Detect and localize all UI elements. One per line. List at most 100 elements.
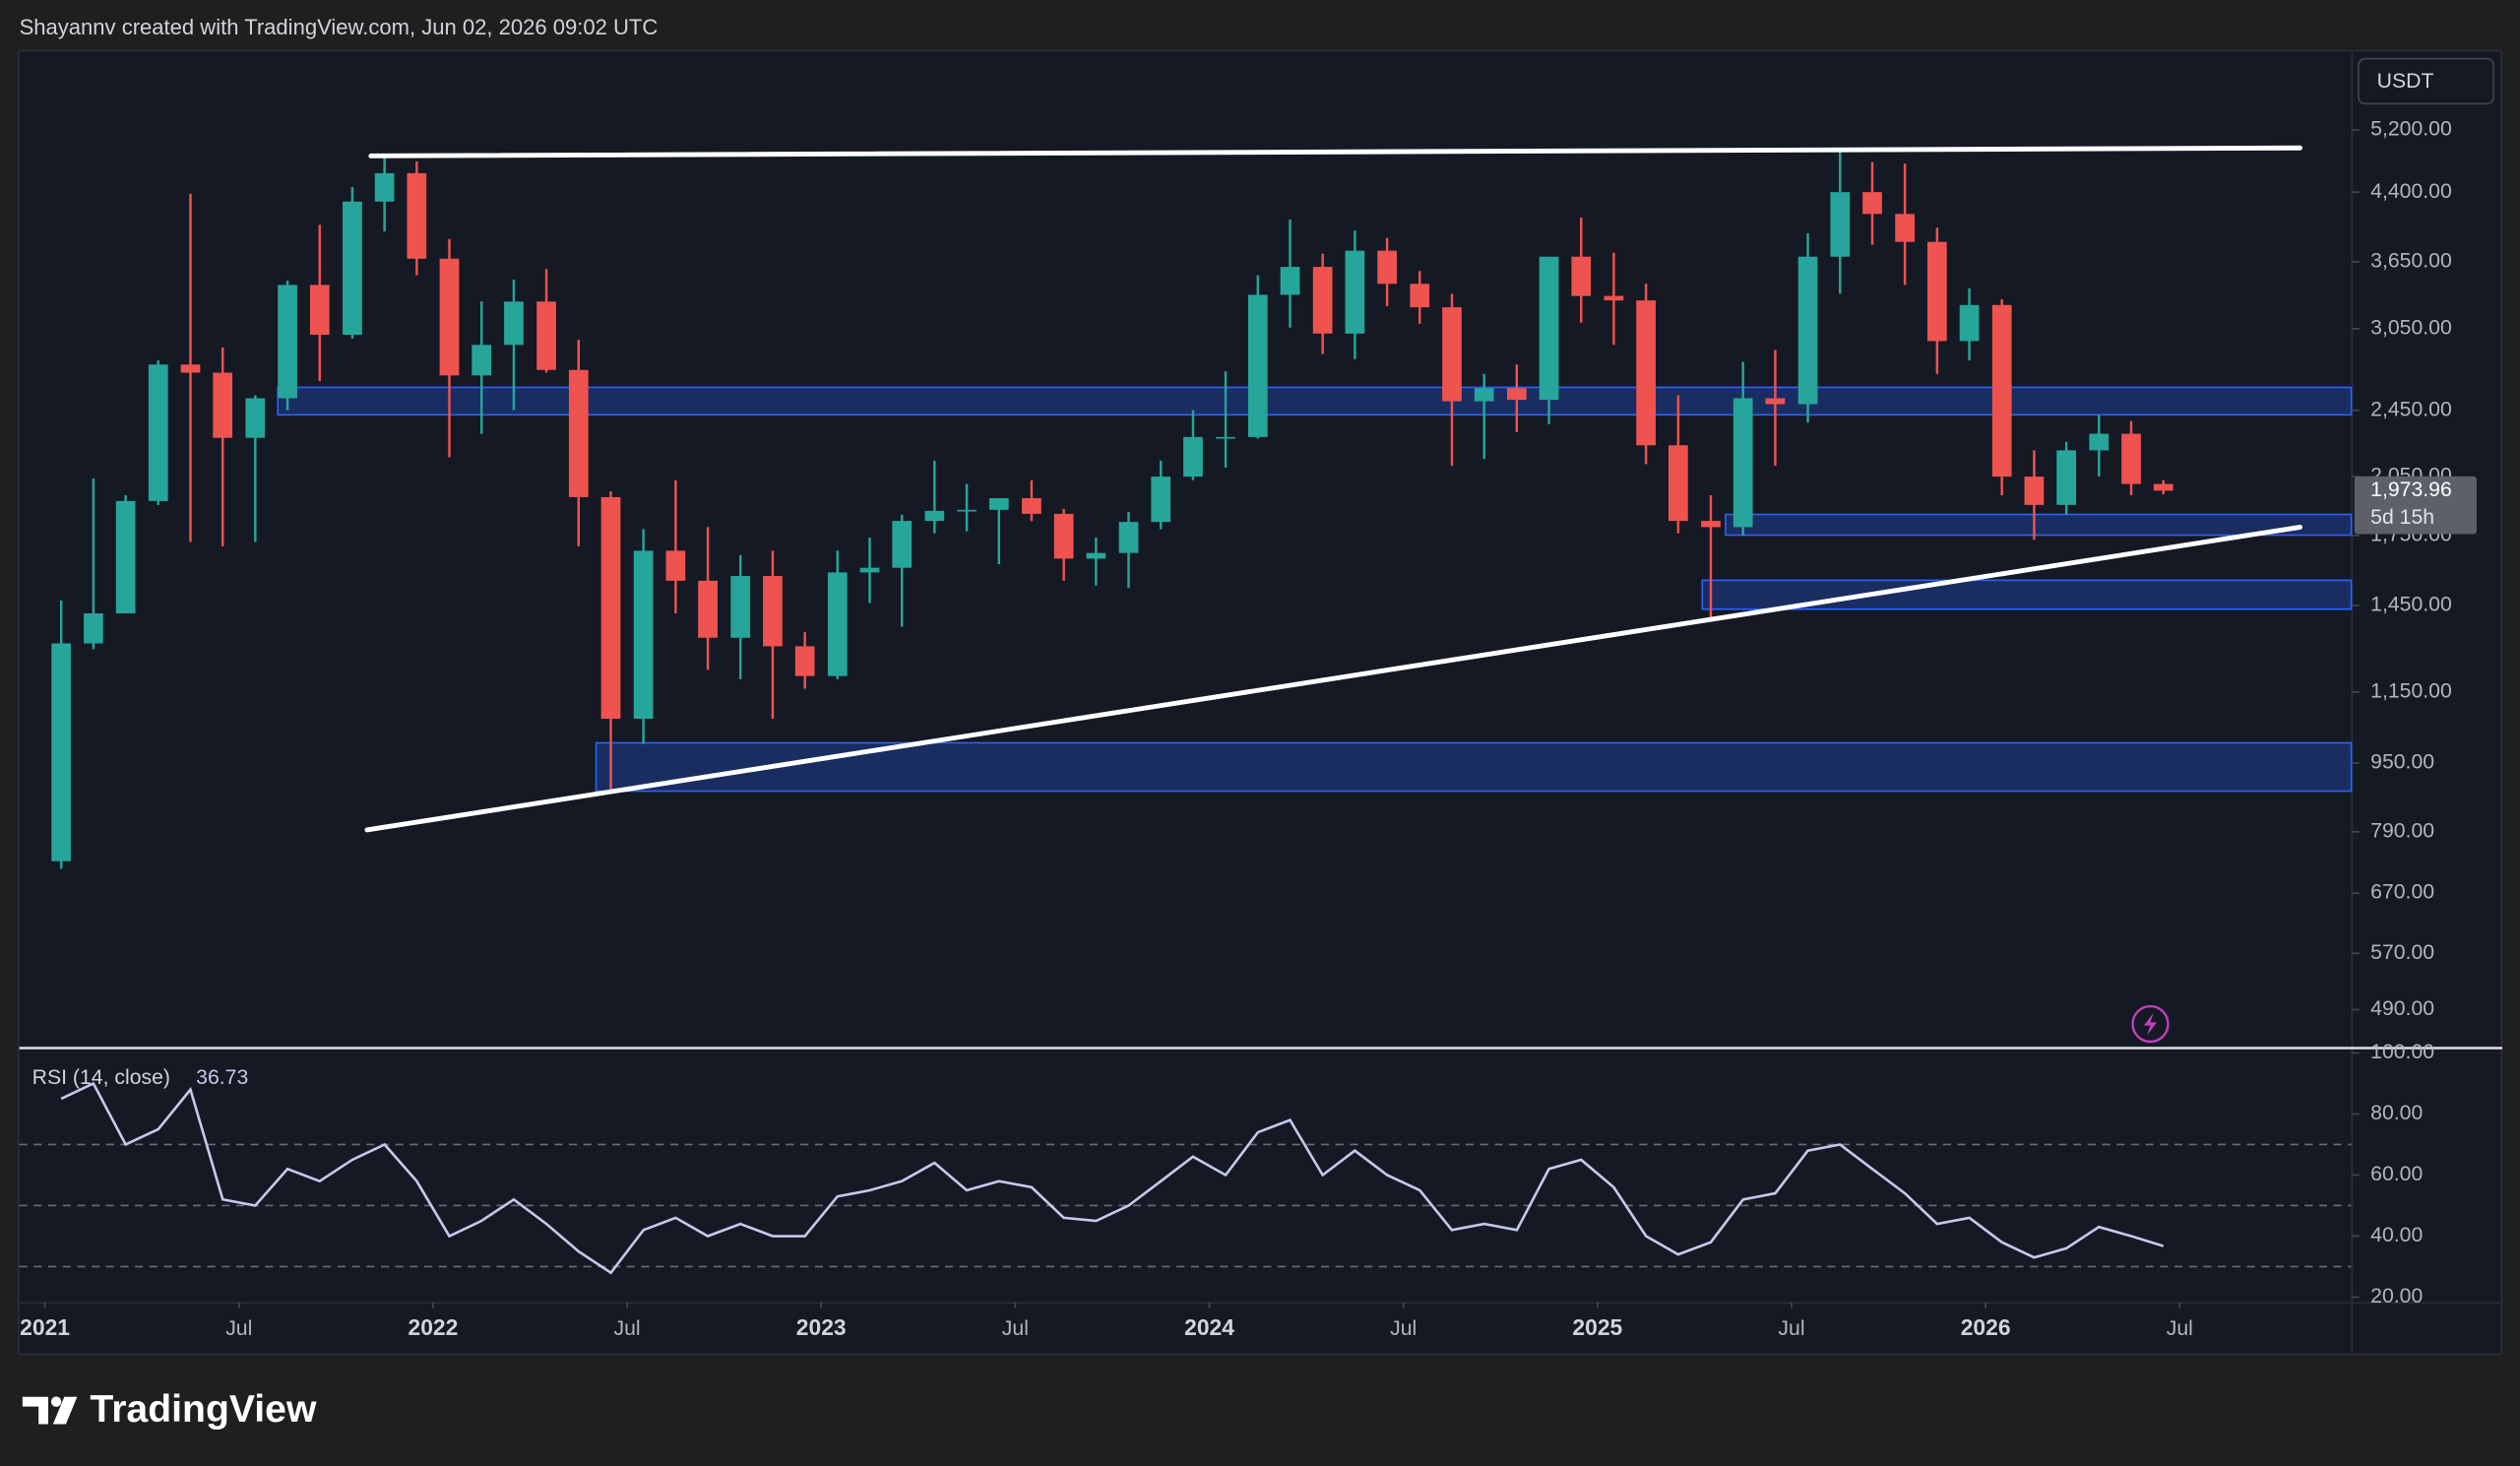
rsi-pane: 100.00 80.00 60.00 40.00 20.00 RSI (14, close… <box>19 1041 2434 1340</box>
candle-body <box>763 576 783 647</box>
x-tick-label: Jul <box>614 1317 641 1340</box>
candle-body <box>1604 295 1624 301</box>
candle-body <box>51 643 72 861</box>
x-tick-label: Jul <box>1390 1317 1417 1340</box>
legend-entry: RSI (14, close) <box>32 1066 170 1089</box>
x-tick-label: 2025 <box>1572 1314 1622 1340</box>
candle-body <box>1118 522 1139 553</box>
x-tick-label: 2023 <box>796 1314 847 1340</box>
footer-brand: TradingView <box>90 1388 317 1431</box>
rsi-line <box>60 1081 2165 1275</box>
candle-body <box>568 369 589 497</box>
y-tick-label: 570.00 <box>2370 941 2434 964</box>
support-zone <box>595 741 2353 793</box>
footer-logo <box>22 1396 78 1425</box>
trendlines <box>364 145 2302 833</box>
trendline <box>368 145 2302 159</box>
y-tick-label: 40.00 <box>2370 1224 2423 1246</box>
y-tick-label: 3,050.00 <box>2370 316 2452 339</box>
logo-part <box>50 1396 62 1407</box>
candle-body <box>374 172 395 202</box>
candle-body <box>1668 445 1688 522</box>
candle-body <box>472 345 492 376</box>
candle-body <box>2056 450 2077 505</box>
candle-body <box>1151 477 1171 523</box>
trendline <box>364 524 2302 833</box>
candle-body <box>1926 241 1947 342</box>
overlay: 1,973.96 5d 15h <box>2354 476 2477 535</box>
candle-body <box>1377 250 1397 285</box>
currency-button[interactable] <box>2358 57 2494 105</box>
countdown-label: 5d 15h <box>2370 506 2434 529</box>
last-price-label: 1,973.96 <box>2370 478 2452 501</box>
candle-body <box>504 301 524 346</box>
candle-body <box>1571 256 1592 296</box>
y-tick-label: 950.00 <box>2370 751 2434 774</box>
candle-body <box>892 521 913 568</box>
y-tick-label: 3,650.00 <box>2370 249 2452 272</box>
rsi-value: 36.73 <box>196 1066 248 1089</box>
axes: 5,200.00 4,400.00 3,650.00 3,050.00 2,450.00… <box>2351 118 2452 1020</box>
candle-body <box>1895 214 1915 242</box>
candle-body <box>278 285 297 399</box>
candle-body <box>84 613 103 644</box>
candle-body <box>2024 477 2045 505</box>
y-tick-label: 1,150.00 <box>2370 679 2452 702</box>
candle-body <box>213 372 233 438</box>
alert-bolt <box>2143 1012 2158 1036</box>
candle-body <box>957 509 976 512</box>
candle-body <box>1345 250 1365 334</box>
y-tick-label: 790.00 <box>2370 819 2434 842</box>
candle-body <box>1862 192 1882 215</box>
y-tick-label: 20.00 <box>2370 1285 2423 1307</box>
logo-part <box>22 1396 48 1425</box>
last-price-box <box>2354 476 2477 535</box>
candle-body <box>180 364 201 373</box>
candle-body <box>1474 388 1494 402</box>
candle-body <box>794 646 815 676</box>
y-tick-label: 5,200.00 <box>2370 118 2452 141</box>
candle-body <box>245 398 266 438</box>
candle-body <box>2089 433 2110 451</box>
candle-body <box>1701 521 1721 528</box>
candle-body <box>1312 267 1333 334</box>
candle-body <box>148 364 168 501</box>
candle-body <box>2153 483 2174 491</box>
y-tick-label: 80.00 <box>2370 1102 2423 1124</box>
candle-body <box>2121 433 2141 484</box>
candle-body <box>1765 398 1786 405</box>
candle-body <box>827 572 848 676</box>
y-tick-label: 2,450.00 <box>2370 398 2452 420</box>
candle-body <box>633 550 654 720</box>
y-tick-label: 490.00 <box>2370 997 2434 1020</box>
candle-body <box>1022 497 1041 514</box>
currency-label: USDT <box>2377 70 2434 93</box>
alert-icon[interactable] <box>2131 1004 2170 1044</box>
chart-area <box>17 49 2503 1356</box>
candle-body <box>1830 192 1851 257</box>
x-tick-label: 2026 <box>1961 1314 2011 1340</box>
candle-body <box>1732 398 1753 528</box>
x-tick-label: Jul <box>1778 1317 1804 1340</box>
candle-body <box>1991 304 2012 478</box>
candles <box>51 147 2174 869</box>
candle-body <box>1636 300 1656 446</box>
candle-body <box>600 496 621 720</box>
candle-body <box>1506 388 1527 401</box>
x-tick-label: 2021 <box>20 1314 70 1340</box>
candle-body <box>1797 256 1818 405</box>
y-tick-label: 4,400.00 <box>2370 180 2452 203</box>
candle-body <box>439 258 460 376</box>
candle-body <box>1086 552 1106 559</box>
candle-body <box>924 510 945 522</box>
candle-body <box>1410 284 1430 308</box>
y-tick-label: 1,450.00 <box>2370 594 2452 616</box>
candle-body <box>309 285 330 336</box>
candle-body <box>1280 267 1300 295</box>
y-tick-label: 670.00 <box>2370 881 2434 904</box>
candle-body <box>859 567 880 573</box>
y-tick-label: 60.00 <box>2370 1163 2423 1185</box>
x-tick-label: 2022 <box>409 1314 459 1340</box>
header: Shayannv created with TradingView.com, J… <box>20 15 659 39</box>
candle-body <box>1442 307 1462 402</box>
